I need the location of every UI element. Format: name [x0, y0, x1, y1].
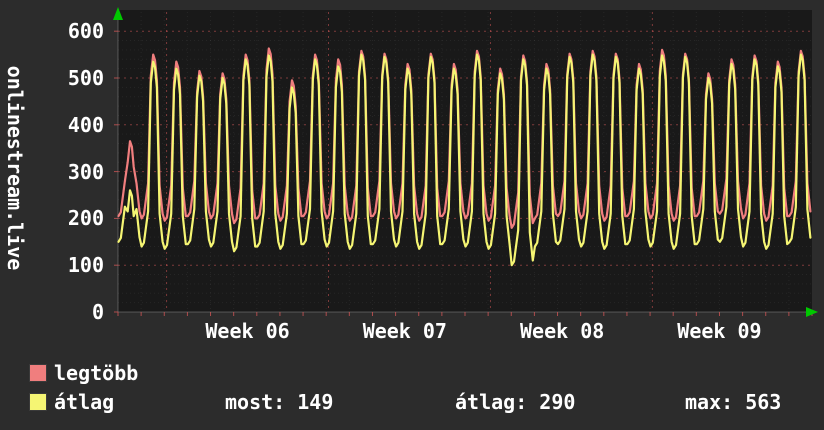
legend-item-legtobb: legtöbb: [29, 362, 138, 384]
legend-label-legtobb: legtöbb: [54, 361, 139, 385]
legend-item-atlag: átlag: [29, 391, 114, 413]
legend-label-atlag: átlag: [54, 390, 115, 414]
legend-swatch-atlag-icon: [29, 393, 47, 411]
stat-most: most: 149: [225, 390, 334, 414]
legend-swatch-legtobb-icon: [29, 364, 47, 382]
x-axis-arrow-icon: [806, 307, 818, 317]
stat-atlag: átlag: 290: [455, 390, 576, 414]
vertical-site-label: onlinestream.live: [3, 65, 27, 271]
y-axis-arrow-icon: [113, 7, 123, 20]
stat-max: max: 563: [685, 390, 782, 414]
